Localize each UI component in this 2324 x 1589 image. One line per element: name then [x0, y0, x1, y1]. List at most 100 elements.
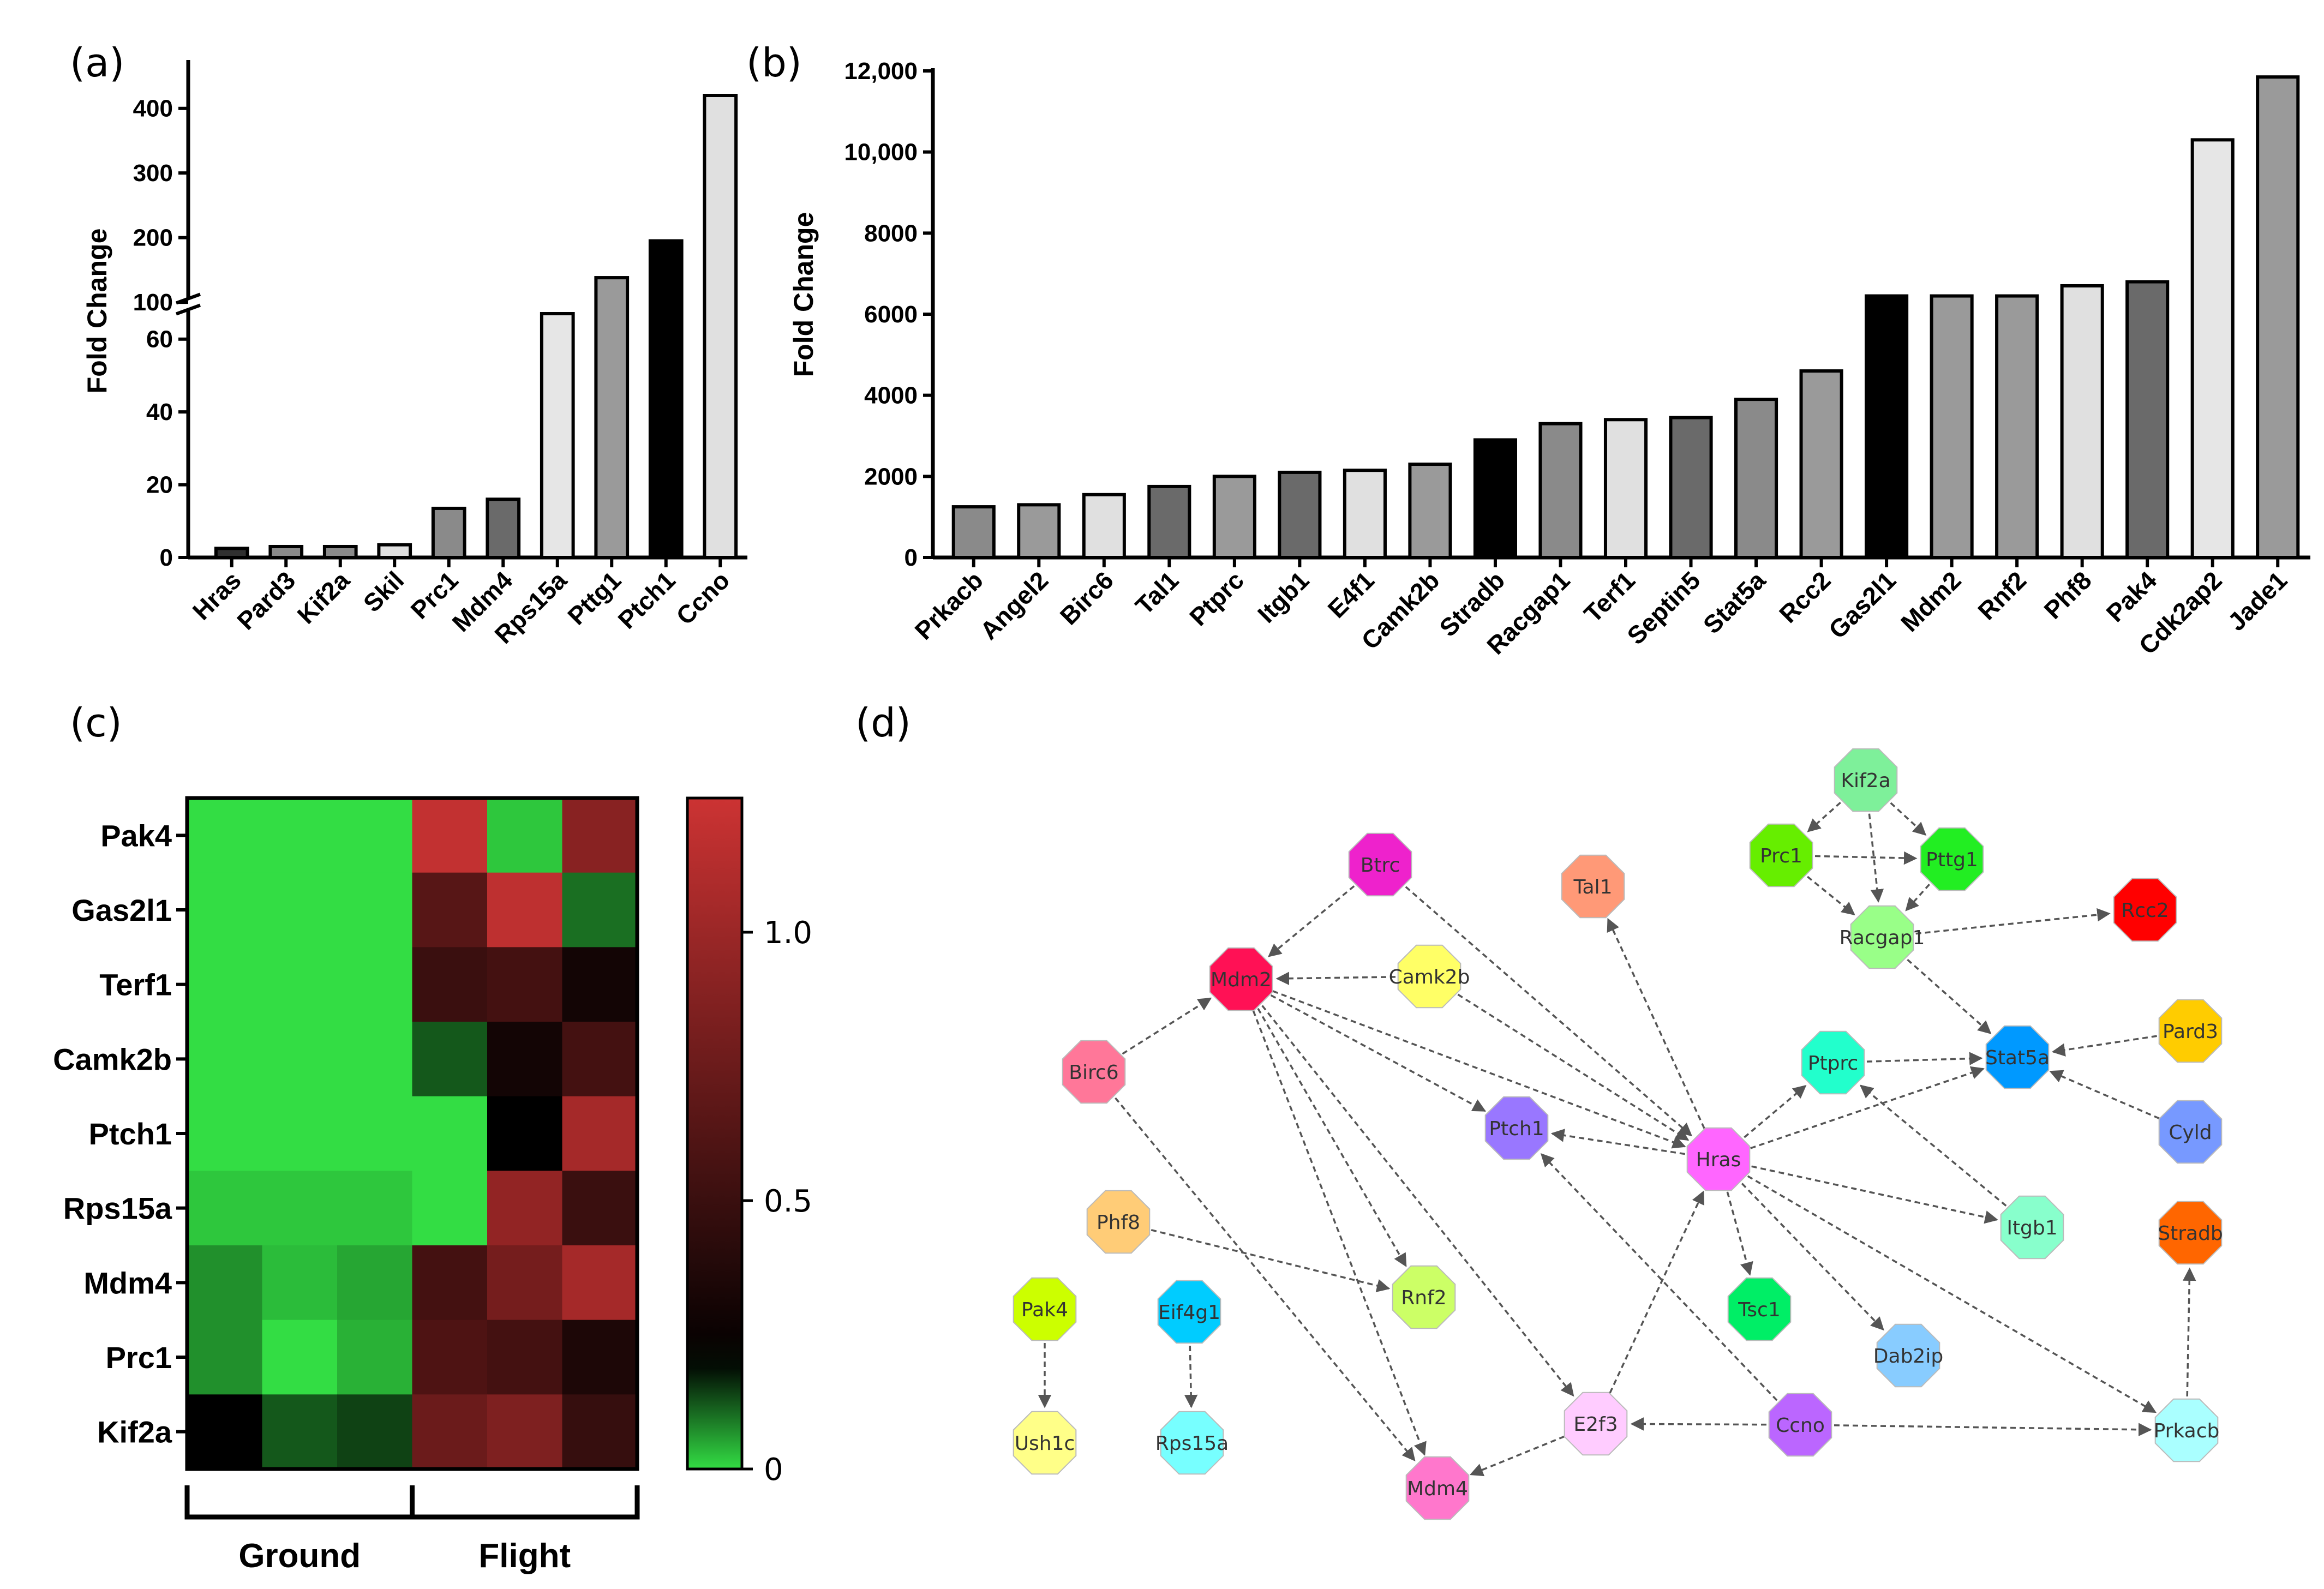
node-stat5a: Stat5a: [1985, 1025, 2050, 1089]
heatmap-cell-prc1-ground-1: [187, 1320, 262, 1395]
x-tick-label-terf1: Terf1: [1578, 566, 1640, 628]
node-tal1: Tal1: [1561, 854, 1625, 919]
x-tick-label-septin5: Septin5: [1621, 566, 1705, 650]
node-shape-phf8: [1086, 1190, 1151, 1254]
node-label-e2f3: E2f3: [1573, 1413, 1618, 1436]
node-shape-stradb: [2158, 1201, 2223, 1265]
node-label-ush1c: Ush1c: [1015, 1432, 1075, 1455]
node-phf8: Phf8: [1086, 1190, 1151, 1254]
bar-septin5: [1669, 416, 1713, 559]
heatmap-cell-rps15a-flight-3: [562, 1171, 638, 1246]
heatmap-cell-pak4-flight-1: [412, 798, 488, 873]
node-btrc: Btrc: [1348, 832, 1412, 897]
node-ccno: Ccno: [1768, 1393, 1832, 1457]
node-label-camk2b: Camk2b: [1389, 966, 1470, 988]
edge-mdm2-ptch1: [1270, 994, 1487, 1112]
row-label-rps15a: Rps15a: [63, 1191, 172, 1226]
heatmap-cell-terf1-ground-3: [337, 947, 412, 1022]
edge-mdm2-e2f3: [1261, 1005, 1574, 1397]
chart-a-y-axis-label: Fold Change: [82, 229, 112, 394]
bar-terf1: [1603, 418, 1648, 559]
node-shape-ptch1: [1484, 1096, 1549, 1160]
heatmap-cell-mdm4-flight-3: [562, 1245, 638, 1321]
y-tick-label-4000: 4000: [864, 382, 918, 409]
bar-phf8: [2060, 284, 2104, 559]
x-tick-label-tal1: Tal1: [1130, 566, 1184, 620]
y-tick-label-200: 200: [133, 225, 173, 251]
y-tick-label-40: 40: [146, 399, 173, 425]
node-stradb: Stradb: [2158, 1201, 2223, 1265]
node-shape-ccno: [1768, 1393, 1832, 1457]
colorbar-tick-label-1-0: 1.0: [764, 915, 812, 951]
node-label-tal1: Tal1: [1573, 876, 1613, 898]
x-tick-label-gas2l1: Gas2l1: [1823, 566, 1901, 644]
edge-hras-ptprc: [1744, 1084, 1807, 1138]
heatmap-cell-pak4-ground-1: [187, 798, 262, 873]
row-label-camk2b: Camk2b: [53, 1042, 172, 1076]
node-label-phf8: Phf8: [1097, 1212, 1140, 1234]
edge-hras-dab2ip: [1741, 1183, 1884, 1331]
heatmap-cell-terf1-flight-1: [412, 947, 488, 1022]
node-rcc2: Rcc2: [2113, 878, 2177, 942]
node-label-btrc: Btrc: [1361, 854, 1400, 877]
x-tick-label-pard3: Pard3: [231, 566, 301, 635]
heatmap-cell-terf1-ground-1: [187, 947, 262, 1022]
bar-pttg1: [594, 276, 630, 559]
edge-camk2b-mdm2: [1275, 972, 1396, 985]
colorbar: 0 0.5 1.0: [686, 796, 812, 1488]
heatmap-row-labels: Pak4 Gas2l1 Terf1 Camk2b Ptch1 Rps15a Mdm4 Prc1…: [53, 818, 187, 1449]
group-bracket-flight: [410, 1485, 640, 1520]
node-shape-mdm2: [1209, 947, 1273, 1011]
heatmap-cell-rps15a-flight-2: [487, 1171, 562, 1246]
edge-pard3-stat5a: [2051, 1035, 2157, 1057]
node-shape-racgap1: [1850, 905, 1914, 969]
heatmap-cell-prc1-ground-2: [262, 1320, 338, 1395]
bar-kif2a: [322, 544, 358, 560]
heatmap-cell-prc1-ground-3: [337, 1320, 412, 1395]
heatmap-cell-kif2a-ground-3: [337, 1394, 412, 1470]
bar-angel2: [1017, 503, 1061, 559]
bar-hras: [214, 547, 249, 559]
edge-birc6-mdm4: [1115, 1097, 1416, 1461]
row-label-gas2l1: Gas2l1: [71, 893, 172, 927]
node-ptprc: Ptprc: [1801, 1030, 1865, 1095]
x-tick-label-rcc2: Rcc2: [1774, 566, 1836, 628]
x-tick-label-birc6: Birc6: [1055, 566, 1119, 630]
chart-a-axis-break-mark-bottom: [175, 303, 201, 316]
edge-prc1-racgap1: [1807, 876, 1855, 915]
node-cyld: Cyld: [2158, 1100, 2223, 1164]
edge-btrc-hras: [1405, 886, 1693, 1137]
bar-mdm2: [1930, 294, 1974, 559]
node-label-ptch1: Ptch1: [1489, 1118, 1544, 1140]
node-tsc1: Tsc1: [1727, 1277, 1792, 1341]
edge-mdm2-mdm4: [1252, 1010, 1427, 1456]
edge-mdm2-hras: [1272, 990, 1686, 1149]
heatmap-cell-camk2b-flight-3: [562, 1022, 638, 1097]
heatmap-cell-gas2l1-flight-1: [412, 872, 488, 948]
node-shape-rps15a: [1160, 1411, 1224, 1475]
heatmap-cell-mdm4-flight-2: [487, 1245, 562, 1321]
node-eif4g1: Eif4g1: [1157, 1280, 1221, 1344]
bar-tal1: [1147, 484, 1191, 560]
edge-ccno-prkacb: [1834, 1423, 2152, 1437]
heatmap-cell-ptch1-flight-2: [487, 1096, 562, 1171]
edge-e2f3-hras: [1609, 1190, 1705, 1394]
heatmap-cell-camk2b-flight-1: [412, 1022, 488, 1097]
edge-camk2b-hras: [1457, 993, 1690, 1141]
x-tick-label-phf8: Phf8: [2038, 566, 2097, 624]
edge-kif2a-prc1: [1807, 801, 1841, 832]
node-shape-prc1: [1749, 823, 1813, 888]
panel-label-b: (b): [746, 40, 802, 86]
bar-e4f1: [1343, 469, 1387, 560]
bar-ccno: [703, 94, 738, 559]
edge-ptprc-stat5a: [1866, 1052, 1983, 1065]
y-tick-label-60: 60: [146, 326, 173, 353]
heatmap-cell-terf1-flight-2: [487, 947, 562, 1022]
node-label-racgap1: Racgap1: [1840, 927, 1925, 949]
node-pard3: Pard3: [2158, 999, 2223, 1063]
edge-hras-ptch1: [1550, 1129, 1685, 1155]
heatmap-cell-mdm4-ground-2: [262, 1245, 338, 1321]
